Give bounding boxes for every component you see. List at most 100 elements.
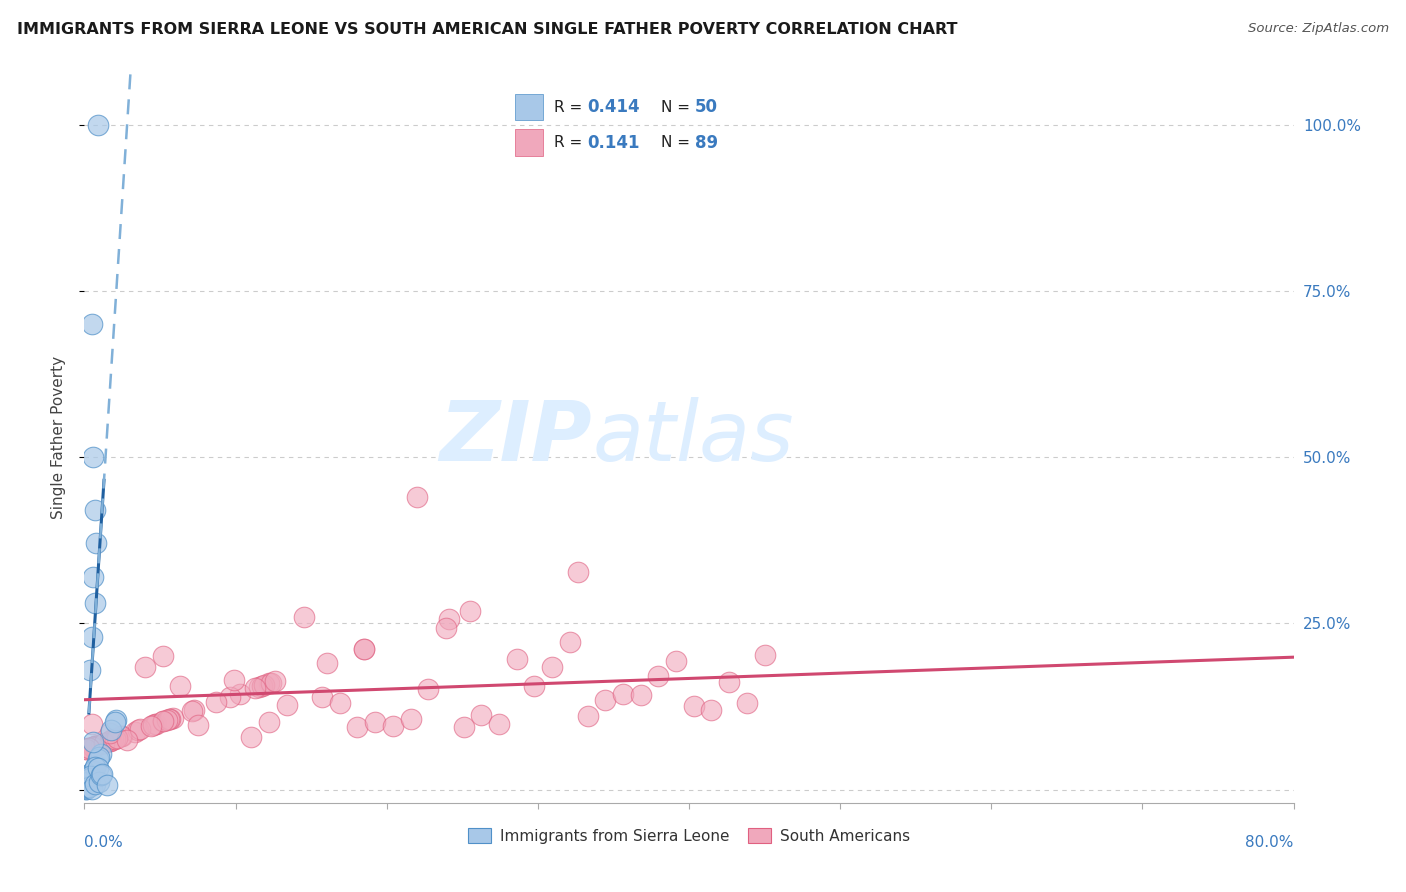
Point (470, 708, 492, 723)
Point (91, 766, 114, 780)
Point (612, 687, 634, 701)
Point (315, 656, 337, 670)
Point (434, 621, 457, 635)
Point (80, 768, 103, 782)
Point (152, 714, 174, 729)
Point (399, 712, 422, 726)
Point (84, 776, 107, 790)
Point (630, 688, 652, 702)
Point (75, 780, 97, 794)
Point (381, 719, 404, 733)
Point (257, 676, 280, 690)
Y-axis label: Single Father Poverty: Single Father Poverty (51, 356, 66, 518)
FancyBboxPatch shape (515, 129, 543, 156)
Point (647, 669, 669, 683)
Point (111, 729, 134, 743)
Point (117, 732, 139, 747)
Point (541, 660, 564, 674)
Point (80, 317, 103, 331)
Text: IMMIGRANTS FROM SIERRA LEONE VS SOUTH AMERICAN SINGLE FATHER POVERTY CORRELATION: IMMIGRANTS FROM SIERRA LEONE VS SOUTH AM… (17, 22, 957, 37)
Point (76, 775, 98, 789)
Point (87, 118, 110, 132)
Point (247, 680, 270, 694)
Point (700, 703, 723, 717)
Point (110, 730, 132, 744)
Point (75, 779, 97, 793)
Point (183, 703, 205, 717)
Point (134, 660, 156, 674)
Point (90, 747, 112, 761)
Point (364, 714, 387, 729)
Point (329, 696, 352, 710)
Point (506, 651, 529, 665)
Point (250, 679, 273, 693)
Point (75, 782, 97, 797)
Point (460, 604, 482, 618)
Point (75, 779, 97, 793)
Point (80, 767, 103, 781)
Point (79, 740, 101, 755)
Text: 0.141: 0.141 (588, 134, 640, 152)
Point (187, 718, 209, 732)
Point (75, 779, 97, 793)
Point (89, 775, 111, 789)
Point (156, 713, 179, 727)
Point (96, 779, 118, 793)
Point (82, 764, 104, 778)
Text: N =: N = (661, 136, 695, 150)
Point (84, 758, 107, 772)
Point (169, 679, 191, 693)
Point (76, 741, 98, 756)
Point (82, 734, 104, 748)
Point (204, 695, 226, 709)
Point (124, 724, 146, 739)
Point (75, 781, 97, 796)
Point (82, 450, 104, 464)
Point (754, 648, 776, 662)
Point (240, 731, 263, 745)
Point (100, 723, 122, 738)
Point (418, 682, 440, 697)
Point (682, 699, 704, 714)
Point (453, 720, 475, 734)
Point (84, 739, 107, 753)
Point (139, 719, 162, 733)
Point (80, 630, 103, 644)
Point (406, 490, 429, 504)
Point (735, 696, 758, 710)
Point (86, 536, 108, 550)
Point (346, 720, 368, 734)
Point (523, 679, 546, 693)
Point (83, 739, 105, 753)
Point (75, 742, 97, 756)
Point (87, 761, 110, 775)
Text: 0.0%: 0.0% (84, 835, 124, 850)
Point (80, 781, 103, 796)
Point (100, 733, 122, 747)
Point (76, 775, 98, 789)
Point (162, 711, 184, 725)
Point (159, 712, 181, 726)
Point (77, 741, 100, 756)
FancyBboxPatch shape (515, 94, 543, 120)
Point (222, 673, 245, 688)
Point (89, 749, 111, 764)
Point (76, 775, 98, 789)
Text: 89: 89 (695, 134, 717, 152)
Point (593, 692, 616, 706)
Point (82, 570, 104, 584)
Point (665, 654, 688, 668)
Point (257, 715, 280, 730)
Point (104, 731, 127, 746)
Point (157, 712, 180, 726)
Text: N =: N = (661, 100, 695, 114)
Point (77, 780, 100, 794)
Point (82, 764, 104, 779)
Point (105, 713, 128, 727)
Point (98, 726, 121, 740)
Point (129, 723, 152, 737)
Point (87, 752, 110, 766)
Point (84, 596, 107, 610)
Point (84, 739, 107, 753)
Point (311, 690, 333, 704)
